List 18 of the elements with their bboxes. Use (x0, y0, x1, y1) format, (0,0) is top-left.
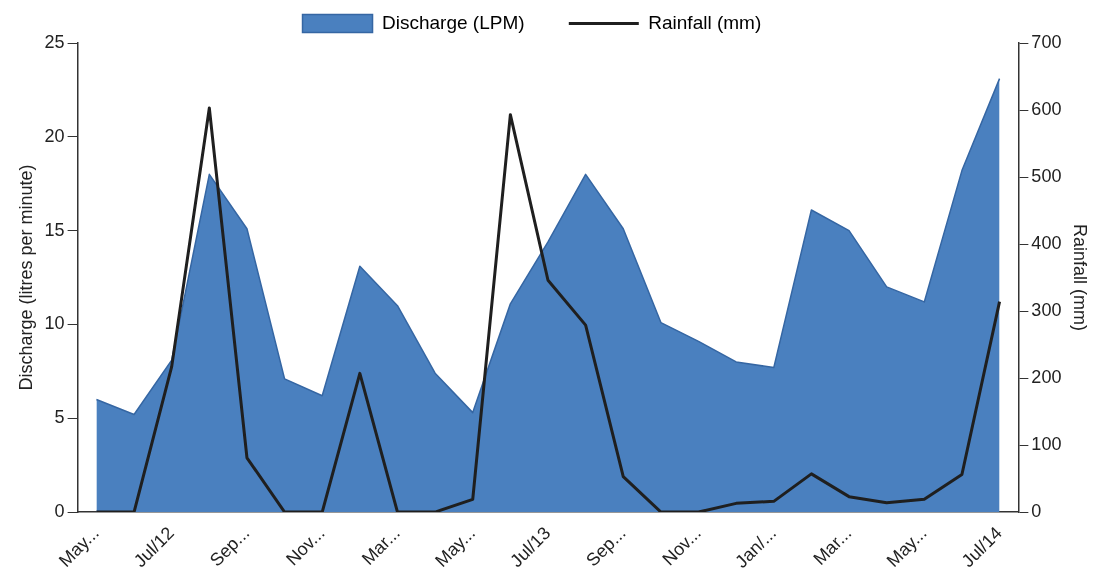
y2-tick-label: 200 (1031, 367, 1062, 388)
y-axis-title: Discharge (litres per minute) (15, 164, 36, 391)
y2-tick-label: 700 (1031, 31, 1062, 52)
y-tick-label: 10 (44, 313, 65, 334)
y2-tick-label: 500 (1031, 165, 1062, 186)
y2-tick-label: 400 (1031, 232, 1062, 253)
y-tick-label: 15 (44, 219, 65, 240)
y-tick-label: 20 (44, 125, 65, 146)
y2-tick-label: 300 (1031, 300, 1062, 320)
y-tick-label: 25 (44, 31, 65, 52)
y2-tick-label: 100 (1031, 434, 1062, 455)
y2-tick-label: 0 (1031, 501, 1042, 522)
y2-axis-title: Rainfall (mm) (1070, 224, 1091, 332)
legend-label: Discharge (LPM) (382, 11, 567, 33)
y-tick-label: 5 (54, 407, 65, 428)
legend-label: Rainfall (mm) (648, 11, 804, 33)
y2-tick-label: 600 (1031, 98, 1062, 119)
y-tick-label: 0 (54, 501, 65, 522)
